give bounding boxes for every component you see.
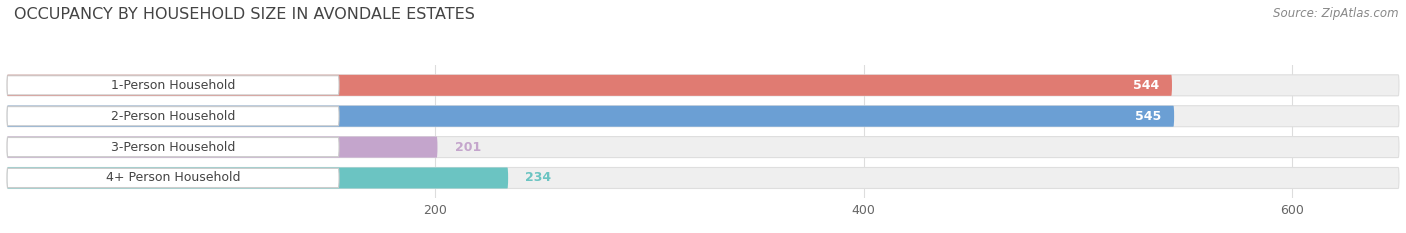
Text: 3-Person Household: 3-Person Household (111, 140, 235, 154)
Text: 545: 545 (1135, 110, 1161, 123)
FancyBboxPatch shape (7, 75, 1173, 96)
FancyBboxPatch shape (7, 137, 437, 158)
Text: Source: ZipAtlas.com: Source: ZipAtlas.com (1274, 7, 1399, 20)
FancyBboxPatch shape (7, 107, 339, 126)
Text: 544: 544 (1133, 79, 1159, 92)
FancyBboxPatch shape (7, 76, 339, 95)
FancyBboxPatch shape (7, 137, 339, 157)
Text: 2-Person Household: 2-Person Household (111, 110, 235, 123)
Text: 234: 234 (526, 171, 551, 185)
FancyBboxPatch shape (7, 168, 1399, 188)
Text: 1-Person Household: 1-Person Household (111, 79, 235, 92)
FancyBboxPatch shape (7, 106, 1399, 127)
FancyBboxPatch shape (7, 75, 1399, 96)
FancyBboxPatch shape (7, 106, 1174, 127)
FancyBboxPatch shape (7, 168, 508, 188)
FancyBboxPatch shape (7, 137, 1399, 158)
Text: 201: 201 (454, 140, 481, 154)
FancyBboxPatch shape (7, 168, 339, 188)
Text: OCCUPANCY BY HOUSEHOLD SIZE IN AVONDALE ESTATES: OCCUPANCY BY HOUSEHOLD SIZE IN AVONDALE … (14, 7, 475, 22)
Text: 4+ Person Household: 4+ Person Household (105, 171, 240, 185)
